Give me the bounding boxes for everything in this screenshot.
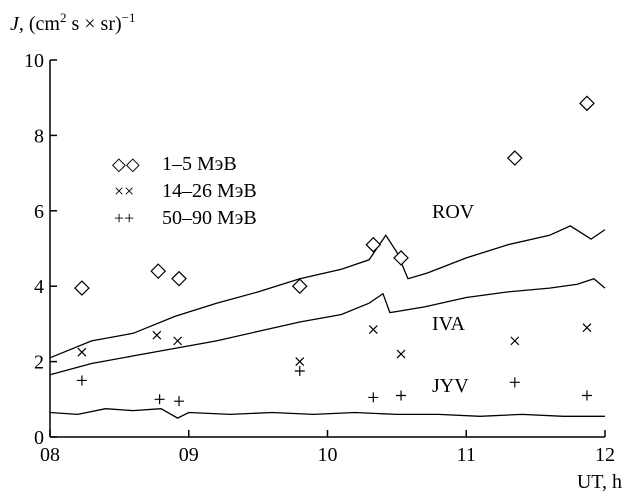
y-axis-title-sq: 2 bbox=[60, 10, 67, 25]
x-tick-label: 12 bbox=[595, 444, 615, 466]
y-tick-label: 6 bbox=[34, 201, 44, 223]
y-axis-title-mid: s × sr) bbox=[66, 13, 121, 35]
y-axis-title-unit: , (cm bbox=[19, 13, 61, 35]
x-tick-label: 08 bbox=[40, 444, 60, 466]
marker-cross bbox=[173, 336, 183, 346]
axis-ticks: 08 09 10 11 12 0 2 4 6 8 10 bbox=[24, 50, 615, 466]
y-tick-label: 0 bbox=[34, 427, 44, 449]
scatter-markers bbox=[74, 95, 595, 407]
legend-glyph-0: ◇◇ bbox=[112, 154, 140, 174]
y-tick-label: 4 bbox=[34, 276, 44, 298]
marker-diamond bbox=[365, 236, 382, 253]
station-curves bbox=[49, 225, 606, 419]
marker-cross bbox=[582, 323, 592, 333]
marker-cross bbox=[295, 357, 305, 367]
line-label-rov: ROV bbox=[432, 201, 475, 223]
x-tick-label: 11 bbox=[457, 444, 476, 466]
marker-cross bbox=[77, 347, 87, 357]
marker-plus bbox=[76, 375, 87, 386]
x-axis-title: UT, h bbox=[577, 471, 622, 493]
marker-diamond bbox=[506, 150, 523, 166]
legend-label-0: 1–5 МэВ bbox=[162, 153, 237, 175]
marker-cross bbox=[396, 349, 406, 359]
marker-diamond bbox=[171, 270, 187, 287]
legend-glyph-1: ×× bbox=[114, 181, 134, 201]
x-tick-label: 09 bbox=[179, 444, 199, 466]
y-tick-label: 8 bbox=[34, 125, 44, 147]
curve-iva bbox=[49, 277, 606, 376]
legend: ◇◇ 1–5 МэВ ×× 14–26 МэВ ++ 50–90 МэВ bbox=[112, 153, 257, 229]
x-tick-label: 10 bbox=[318, 444, 338, 466]
marker-cross bbox=[152, 330, 162, 340]
marker-diamond bbox=[393, 250, 409, 266]
marker-plus bbox=[154, 394, 165, 405]
marker-plus bbox=[174, 396, 185, 407]
marker-plus bbox=[509, 377, 520, 388]
legend-label-1: 14–26 МэВ bbox=[162, 180, 257, 202]
marker-cross bbox=[510, 336, 520, 346]
marker-plus bbox=[396, 390, 407, 401]
marker-plus bbox=[581, 390, 592, 401]
y-axis-title: J, (cm2 s × sr)−1 bbox=[10, 10, 136, 35]
marker-plus bbox=[368, 392, 379, 403]
y-tick-label: 10 bbox=[24, 50, 44, 72]
curve-jyv bbox=[49, 408, 605, 419]
marker-plus bbox=[294, 366, 305, 377]
marker-diamond bbox=[579, 95, 595, 112]
line-label-jyv: JYV bbox=[432, 375, 469, 397]
line-label-iva: IVA bbox=[432, 313, 466, 335]
marker-diamond bbox=[291, 278, 308, 295]
marker-diamond bbox=[74, 280, 90, 296]
y-axis-title-symbol: J bbox=[10, 13, 20, 35]
curve-rov bbox=[49, 225, 606, 359]
legend-label-2: 50–90 МэВ bbox=[162, 207, 257, 229]
y-tick-label: 2 bbox=[34, 352, 44, 374]
y-axis-title-exp: −1 bbox=[122, 10, 136, 25]
marker-diamond bbox=[150, 263, 167, 279]
marker-cross bbox=[368, 325, 378, 334]
legend-glyph-2: ++ bbox=[114, 208, 134, 228]
